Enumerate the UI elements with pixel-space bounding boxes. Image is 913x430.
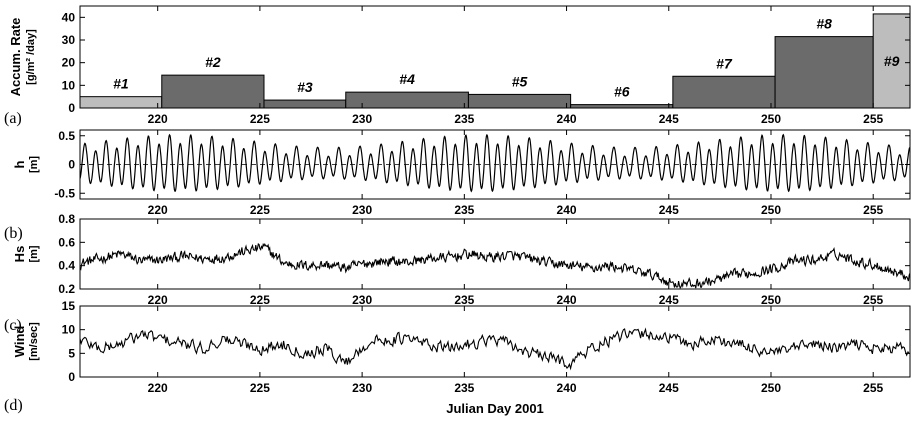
- ytick-label: 0.2: [58, 282, 75, 296]
- panel-label: (b): [4, 225, 23, 242]
- ylabel-units: [m]: [28, 245, 40, 262]
- xtick-label: 245: [659, 293, 679, 307]
- bar-7: [672, 75, 776, 109]
- xtick-label: 235: [454, 112, 474, 126]
- ylabel-units: [m]: [28, 156, 40, 173]
- panel-c: 0.2 0.4 0.6 0.8 220 225 230 235 240 245 250 255 Hs [m…: [4, 212, 911, 334]
- xtick-label: 250: [761, 293, 781, 307]
- series-wind: [80, 327, 910, 371]
- ytick-label: 10: [62, 323, 76, 337]
- panel-a: #1 #2 #3 #4 #5 #6 #7 #8 #9 0 10 20 30 40 220 225 230 235 2…: [4, 5, 911, 127]
- ytick-label: 10: [62, 78, 76, 92]
- bar-label-7: #7: [716, 55, 733, 71]
- xtick-label: 230: [352, 112, 372, 126]
- bar-label-2: #2: [205, 54, 221, 70]
- bar-1: [79, 96, 163, 109]
- xtick-label: 245: [659, 203, 679, 217]
- ytick-label: 0: [68, 370, 75, 384]
- xtick-label: 220: [148, 203, 168, 217]
- ytick-label: 0.6: [58, 235, 75, 249]
- bar-5: [467, 93, 572, 109]
- ytick-label: 20: [62, 56, 76, 70]
- xtick-label: 220: [148, 112, 168, 126]
- panel-label: (d): [4, 397, 23, 414]
- xtick-label: 245: [659, 381, 679, 395]
- ytick-label: 40: [62, 10, 76, 24]
- bar-9: [872, 13, 911, 109]
- xtick-label: 250: [761, 112, 781, 126]
- ytick-label: 5: [68, 346, 75, 360]
- xtick-label: 225: [250, 381, 270, 395]
- panel-d: 0 5 10 15 220 225 230 235 240 245 250 255 Wind [m/sec…: [4, 299, 911, 416]
- ytick-label: 0.5: [58, 129, 75, 143]
- series-hs: [80, 242, 910, 289]
- bar-label-4: #4: [399, 71, 415, 87]
- bar-label-1: #1: [113, 76, 129, 92]
- xlabel: Julian Day 2001: [446, 401, 544, 416]
- xtick-label: 220: [148, 381, 168, 395]
- xtick-label: 255: [863, 293, 883, 307]
- xtick-label: 240: [557, 293, 577, 307]
- ylabel: Hs: [12, 246, 27, 263]
- ytick-label: 0.4: [58, 259, 75, 273]
- xtick-label: 255: [863, 203, 883, 217]
- xtick-label: 250: [761, 381, 781, 395]
- xtick-label: 220: [148, 293, 168, 307]
- xtick-label: 235: [454, 381, 474, 395]
- ytick-label: 0.8: [58, 212, 75, 226]
- bar-label-6: #6: [614, 84, 630, 100]
- xtick-label: 250: [761, 203, 781, 217]
- xtick-label: 225: [250, 112, 270, 126]
- bar-3: [263, 99, 347, 109]
- panel-label: (c): [4, 317, 22, 334]
- bar-label-9: #9: [884, 53, 900, 69]
- bar-label-5: #5: [512, 73, 528, 89]
- xtick-label: 255: [863, 381, 883, 395]
- xtick-label: 235: [454, 203, 474, 217]
- panel-b: -0.5 0 0.5 220 225 230 235 240 245 250 255 h [m] (b): [4, 129, 911, 242]
- bar-2: [161, 74, 265, 109]
- plot-frame: [79, 5, 911, 109]
- xtick-label: 240: [557, 203, 577, 217]
- xtick-label: 225: [250, 293, 270, 307]
- ytick-label: -0.5: [54, 186, 75, 200]
- plot-frame: [79, 305, 911, 378]
- bar-6: [570, 104, 674, 109]
- xtick-label: 225: [250, 203, 270, 217]
- bar-4: [345, 91, 469, 109]
- xtick-label: 235: [454, 293, 474, 307]
- ylabel: Accum. Rate: [8, 18, 23, 97]
- xtick-label: 245: [659, 112, 679, 126]
- ylabel: Wind: [12, 326, 27, 358]
- xtick-label: 230: [352, 293, 372, 307]
- xtick-label: 230: [352, 381, 372, 395]
- xtick-label: 255: [863, 112, 883, 126]
- ylabel-units: [m/sec]: [28, 322, 40, 361]
- ytick-label: 15: [62, 299, 76, 313]
- ytick-label: 0: [68, 101, 75, 115]
- ylabel: h: [12, 160, 27, 168]
- xtick-label: 240: [557, 381, 577, 395]
- ytick-label: 30: [62, 33, 76, 47]
- ytick-label: 0: [68, 158, 75, 172]
- bar-label-3: #3: [297, 79, 313, 95]
- xtick-label: 230: [352, 203, 372, 217]
- ylabel-units: [g/m² /day]: [25, 29, 37, 85]
- xtick-label: 240: [557, 112, 577, 126]
- series-tide: [80, 133, 910, 193]
- bar-label-8: #8: [816, 16, 832, 32]
- plot-frame: [79, 218, 911, 290]
- panel-label: (a): [4, 110, 22, 127]
- bar-8: [774, 36, 874, 109]
